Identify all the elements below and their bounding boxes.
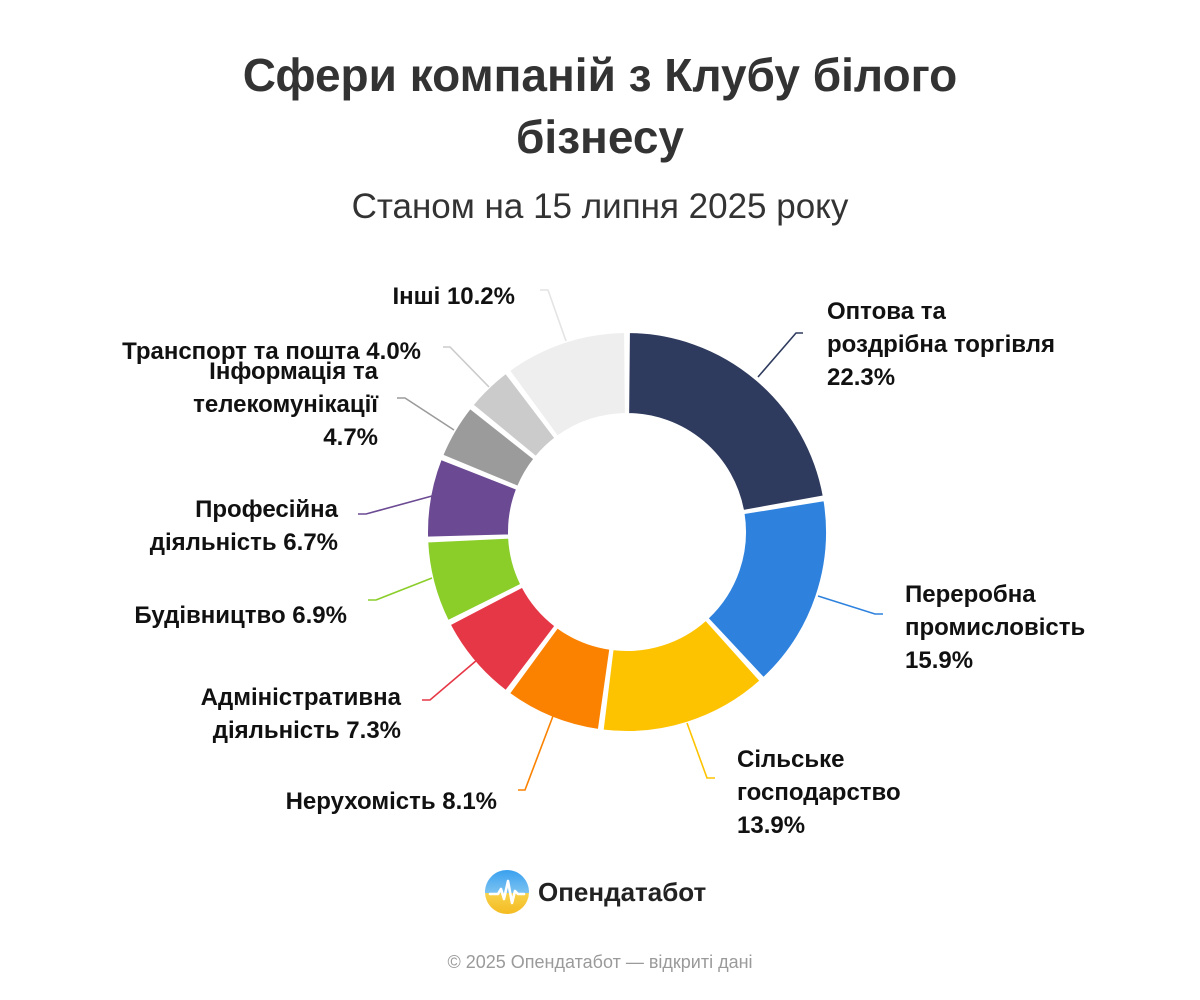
donut-slice bbox=[426, 457, 519, 539]
leader-line bbox=[757, 332, 803, 378]
chart-data-labels: Оптова та роздрібна торгівля 22.3% Переробн… bbox=[122, 283, 1085, 839]
data-label-line: Будівництво 6.9% bbox=[134, 602, 347, 629]
chart-leader-lines bbox=[358, 289, 883, 791]
donut-slice bbox=[471, 371, 557, 459]
data-label: Нерухомість 8.1% bbox=[286, 788, 497, 815]
data-label-line: Переробна bbox=[905, 581, 1036, 608]
brand: Опендатабот bbox=[484, 868, 706, 916]
data-label-line: господарство bbox=[737, 779, 901, 806]
data-label: Сільське господарство 13.9% bbox=[737, 746, 901, 839]
data-label-line: роздрібна торгівля bbox=[827, 331, 1055, 358]
leader-line bbox=[368, 577, 433, 601]
data-label-line: 4.7% bbox=[323, 424, 378, 451]
data-label-line: Професійна bbox=[195, 496, 339, 523]
leader-line bbox=[422, 659, 478, 701]
donut-slice bbox=[507, 626, 612, 731]
data-label-line: Транспорт та пошта 4.0% bbox=[122, 338, 421, 365]
donut-slice bbox=[507, 331, 627, 438]
leader-line bbox=[443, 346, 490, 388]
data-label-line: Оптова та bbox=[827, 298, 946, 325]
chart-subtitle: Станом на 15 липня 2025 року bbox=[351, 187, 849, 226]
chart-slices bbox=[426, 331, 828, 733]
donut-slice bbox=[706, 499, 828, 680]
leader-line bbox=[397, 397, 455, 431]
data-label: Професійна діяльність 6.7% bbox=[150, 496, 339, 556]
data-label-line: Нерухомість 8.1% bbox=[286, 788, 497, 815]
data-label-line: Адміністративна bbox=[201, 684, 402, 711]
data-label: Будівництво 6.9% bbox=[134, 602, 347, 629]
leader-line bbox=[358, 495, 433, 515]
data-label-line: Сільське bbox=[737, 746, 844, 773]
data-label: Інформація та телекомунікації 4.7% bbox=[193, 358, 379, 451]
donut-slice bbox=[441, 406, 536, 488]
data-label-line: промисловість bbox=[905, 614, 1085, 641]
donut-slice bbox=[448, 585, 557, 693]
data-label: Адміністративна діяльність 7.3% bbox=[201, 684, 402, 744]
data-label-line: діяльність 6.7% bbox=[150, 529, 338, 556]
leader-line bbox=[817, 595, 883, 615]
data-label: Переробна промисловість 15.9% bbox=[905, 581, 1085, 674]
leader-line bbox=[686, 722, 715, 779]
data-label-line: Інші 10.2% bbox=[392, 283, 515, 310]
data-label-line: 15.9% bbox=[905, 647, 973, 674]
data-label-line: Інформація та bbox=[209, 358, 378, 385]
data-label-line: 22.3% bbox=[827, 364, 895, 391]
leader-line bbox=[518, 715, 554, 791]
donut-slice bbox=[426, 536, 523, 623]
data-label-line: діяльність 7.3% bbox=[213, 717, 401, 744]
chart-title: Сфери компаній з Клубу білого бізнесу bbox=[242, 49, 958, 163]
data-label: Інші 10.2% bbox=[392, 283, 515, 310]
leader-line bbox=[540, 289, 567, 342]
data-label: Оптова та роздрібна торгівля 22.3% bbox=[827, 298, 1055, 391]
data-label-line: 13.9% bbox=[737, 812, 805, 839]
donut-slice bbox=[627, 331, 825, 512]
opendatabot-logo-icon bbox=[485, 870, 529, 914]
data-label: Транспорт та пошта 4.0% bbox=[122, 338, 421, 365]
brand-name: Опендатабот bbox=[538, 876, 707, 907]
footer-copyright: © 2025 Опендатабот — відкриті дані bbox=[447, 952, 753, 972]
donut-slice bbox=[601, 618, 762, 733]
data-label-line: телекомунікації bbox=[193, 391, 379, 418]
